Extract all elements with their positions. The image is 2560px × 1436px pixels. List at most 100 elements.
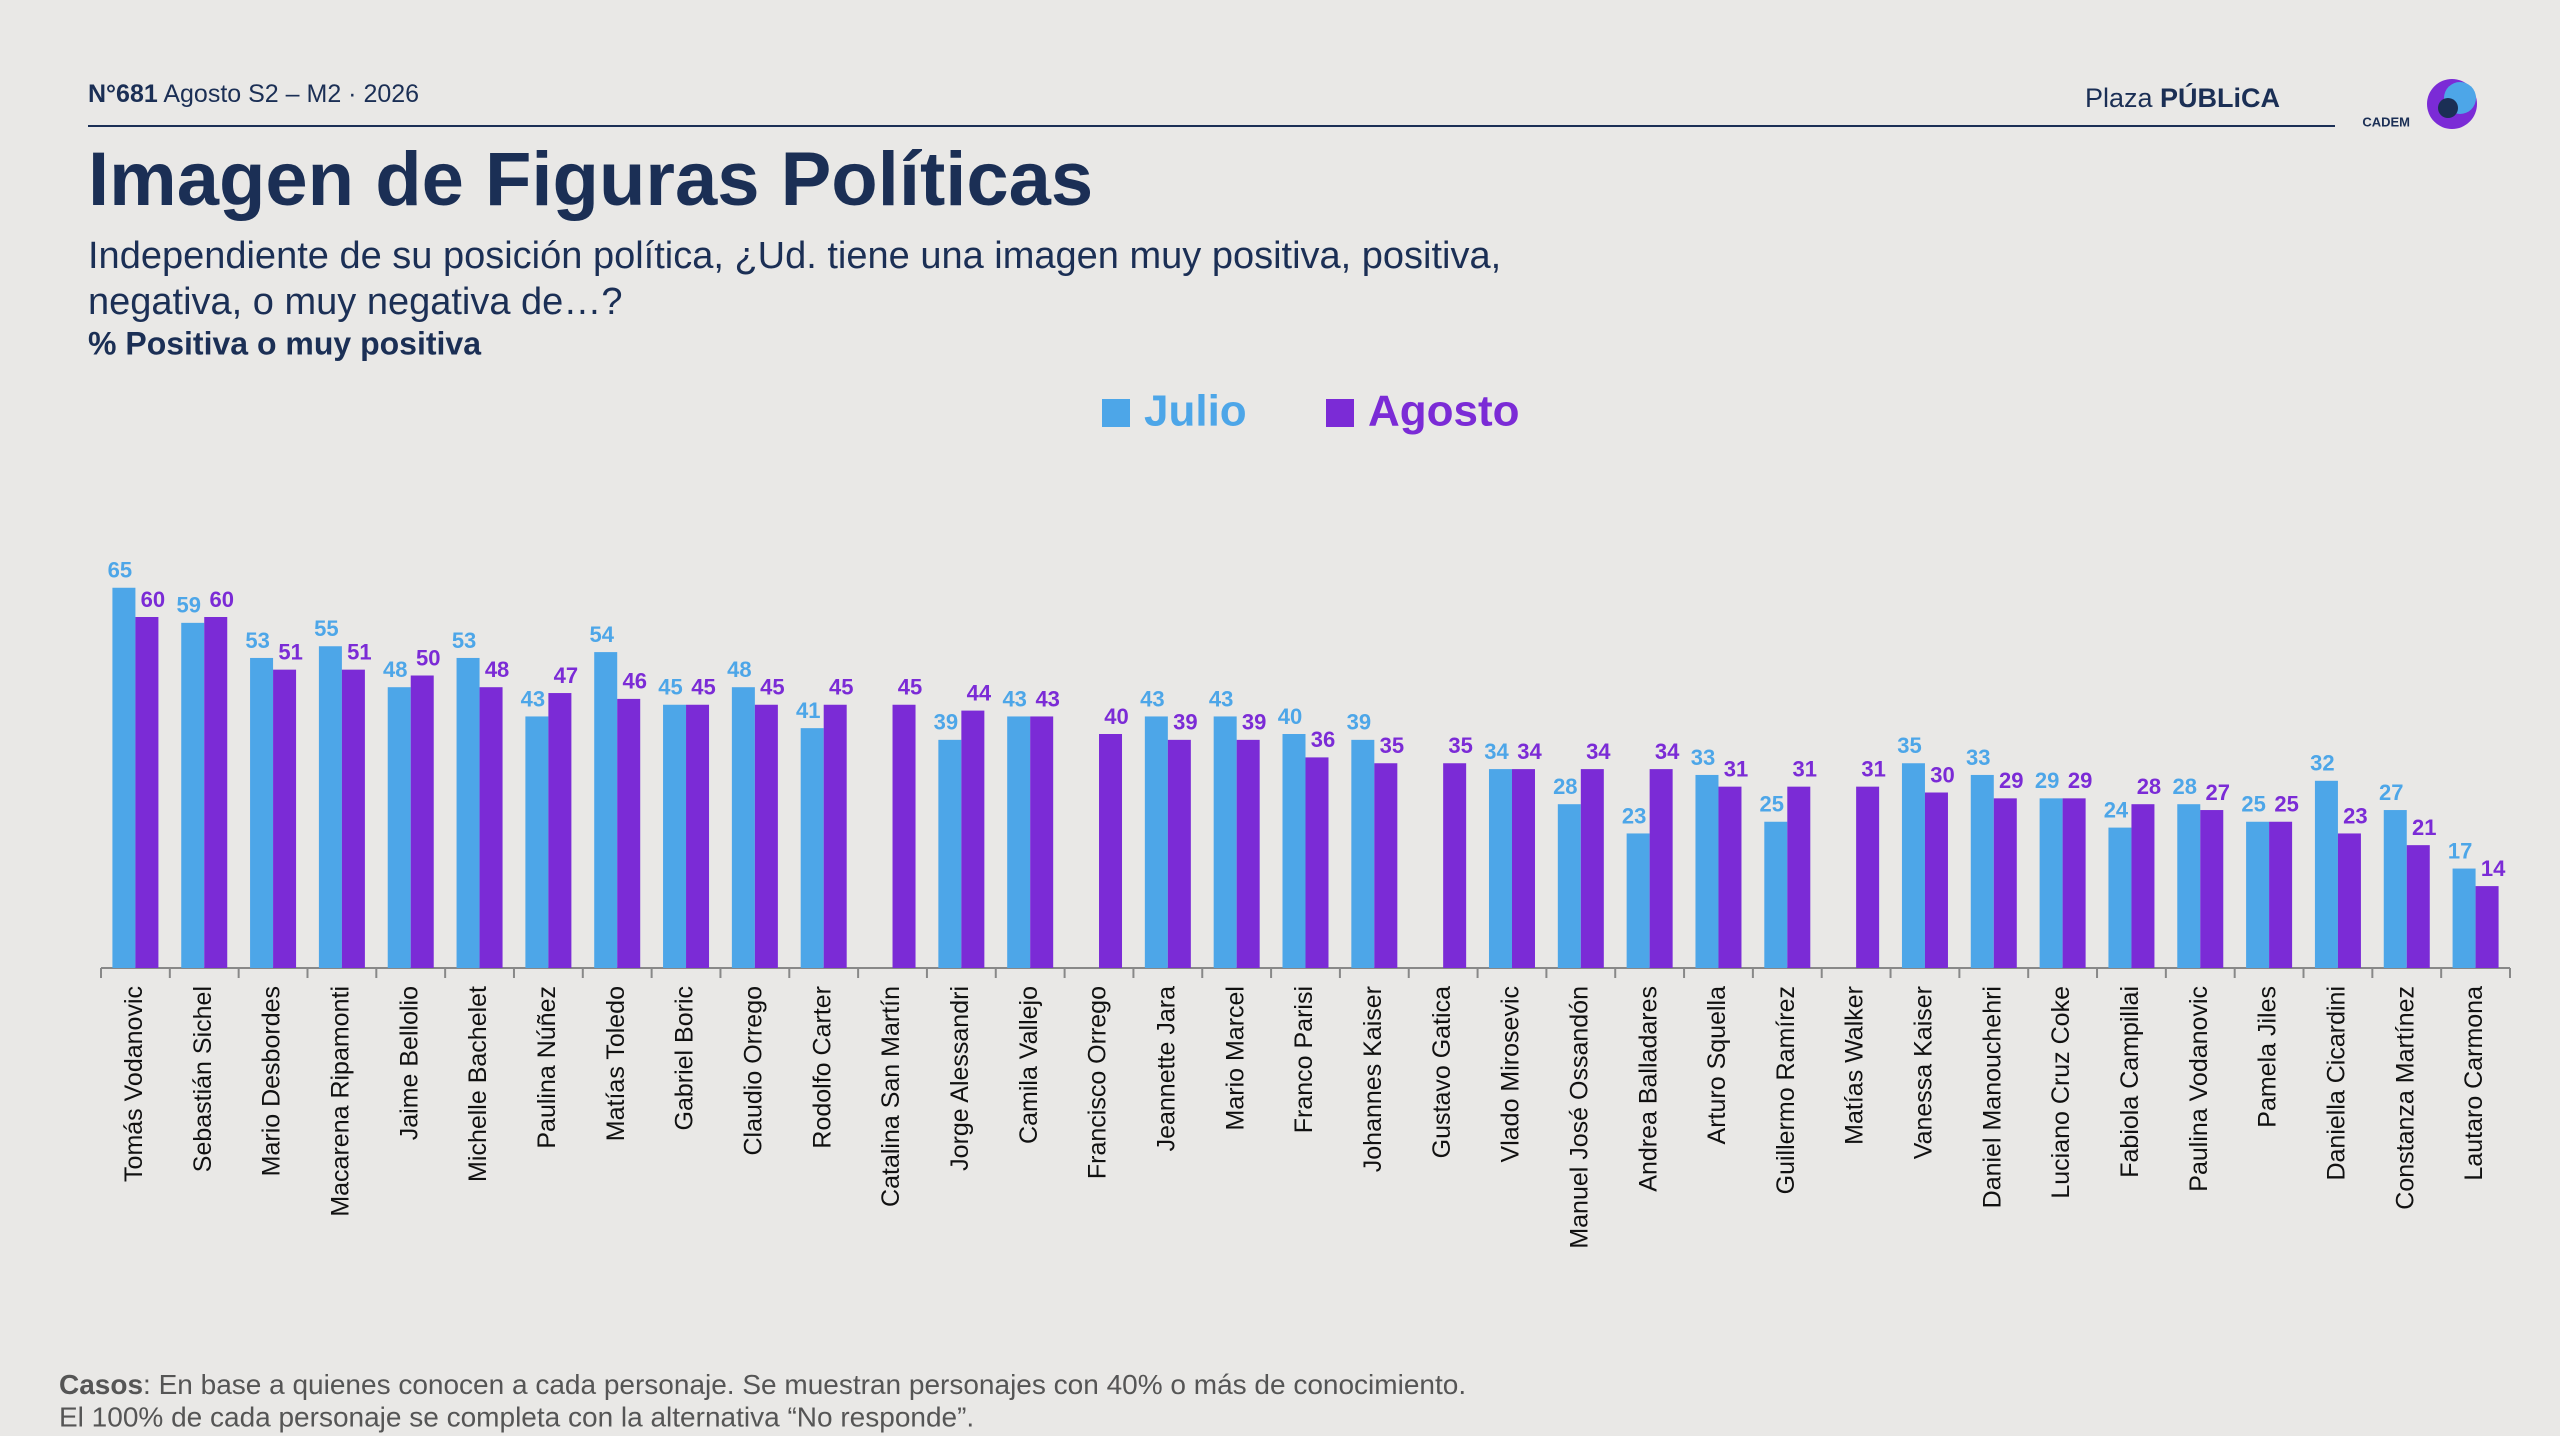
x-tick-label: Tomás Vodanovic (120, 986, 148, 1182)
value-label: 48 (383, 657, 407, 682)
bar (594, 652, 618, 968)
period: Agosto S2 – M2 · 2026 (163, 80, 419, 108)
value-label: 45 (829, 675, 853, 700)
bar (318, 646, 342, 968)
x-tick-label: Gabriel Boric (671, 986, 699, 1131)
value-label: 23 (2343, 803, 2367, 828)
bar (2314, 780, 2338, 968)
x-tick-label: Matías Walker (1841, 986, 1869, 1145)
bar (1557, 804, 1581, 968)
value-label: 39 (1173, 710, 1197, 735)
value-label: 43 (521, 686, 545, 711)
value-label: 28 (2173, 774, 2197, 799)
x-tick-label: Claudio Orrego (739, 986, 767, 1156)
value-label: 29 (1999, 768, 2023, 793)
x-tick-label: Fabiola Campillai (2116, 986, 2144, 1178)
bar (341, 669, 365, 968)
subtitle: Independiente de su posición política, ¿… (88, 235, 1501, 277)
footnote-rest: : En base a quienes conocen a cada perso… (143, 1369, 1466, 1400)
value-label: 41 (796, 698, 820, 723)
legend-swatch (1102, 399, 1130, 427)
value-label: 39 (1242, 710, 1266, 735)
x-tick-label: Franco Parisi (1290, 986, 1318, 1133)
value-label: 29 (2035, 768, 2059, 793)
value-label: 34 (1655, 739, 1680, 764)
bar (617, 698, 641, 968)
x-tick-label: Mario Marcel (1221, 986, 1249, 1130)
chart-title: Imagen de Figuras Políticas (88, 137, 1093, 222)
value-label: 46 (622, 669, 646, 694)
value-label: 45 (658, 675, 682, 700)
subtitle: negativa, o muy negativa de…? (88, 281, 622, 323)
bar (1695, 774, 1719, 968)
brand-light: Plaza (2085, 83, 2154, 113)
value-label: 53 (245, 628, 269, 653)
bar (754, 704, 778, 968)
value-label: 51 (347, 639, 371, 664)
bar (2337, 833, 2361, 968)
value-label: 60 (141, 587, 165, 612)
value-label: 48 (727, 657, 751, 682)
x-tick-label: Sebastián Sichel (189, 986, 217, 1172)
bar (938, 739, 962, 968)
x-tick-label: Daniella Cicardini (2323, 986, 2351, 1181)
value-label: 35 (1448, 733, 1472, 758)
x-tick-label: Catalina San Martín (877, 986, 905, 1207)
bar (2383, 810, 2407, 968)
x-tick-label: Jeannette Jara (1152, 986, 1180, 1151)
bar (548, 693, 572, 968)
bar (1787, 786, 1811, 968)
bar (1856, 786, 1880, 968)
bar (135, 617, 159, 968)
bar (456, 657, 480, 968)
x-tick-label: Guillermo Ramírez (1772, 986, 1800, 1194)
value-label: 60 (210, 587, 234, 612)
x-tick-label: Jorge Alessandri (946, 986, 974, 1171)
bar (1488, 769, 1512, 968)
bar (387, 687, 411, 968)
value-label: 28 (1553, 774, 1577, 799)
bar (2452, 868, 2476, 968)
value-label: 35 (1897, 733, 1921, 758)
x-tick-label: Paulina Vodanovic (2185, 986, 2213, 1192)
bar (1511, 769, 1535, 968)
footnote: El 100% de cada personaje se completa co… (59, 1401, 974, 1432)
value-label: 45 (898, 675, 922, 700)
bar (1970, 774, 1994, 968)
bar (1030, 716, 1054, 968)
bar (1580, 769, 1604, 968)
issue: N°681 (88, 80, 158, 108)
value-label: 14 (2481, 856, 2506, 881)
x-tick-label: Vlado Mirosevic (1497, 986, 1525, 1162)
value-label: 31 (1724, 756, 1748, 781)
bar (1236, 739, 1260, 968)
logo (2427, 79, 2477, 129)
bar (2177, 804, 2201, 968)
bar (1099, 734, 1123, 968)
x-tick-label: Camila Vallejo (1015, 986, 1043, 1144)
value-label: 47 (554, 663, 578, 688)
bar (525, 716, 549, 968)
bar (1924, 792, 1948, 968)
bar (686, 704, 710, 968)
value-label: 65 (108, 558, 132, 583)
value-label: 34 (1586, 739, 1611, 764)
value-label: 21 (2412, 815, 2436, 840)
value-label: 39 (934, 710, 958, 735)
value-label: 54 (589, 622, 614, 647)
brand-sub: CADEM (2362, 114, 2410, 129)
bar (1626, 833, 1650, 968)
value-label: 27 (2379, 780, 2403, 805)
value-label: 50 (416, 645, 440, 670)
value-label: 25 (1760, 792, 1784, 817)
x-tick-label: Francisco Orrego (1084, 986, 1112, 1179)
bar (479, 687, 503, 968)
bar (1351, 739, 1375, 968)
brand-bold: PÚBLiCA (2160, 82, 2280, 113)
bar (663, 704, 687, 968)
value-label: 31 (1861, 756, 1885, 781)
bar (892, 704, 916, 968)
bar (2062, 798, 2086, 968)
x-tick-label: Johannes Kaiser (1359, 986, 1387, 1172)
value-label: 36 (1311, 727, 1335, 752)
